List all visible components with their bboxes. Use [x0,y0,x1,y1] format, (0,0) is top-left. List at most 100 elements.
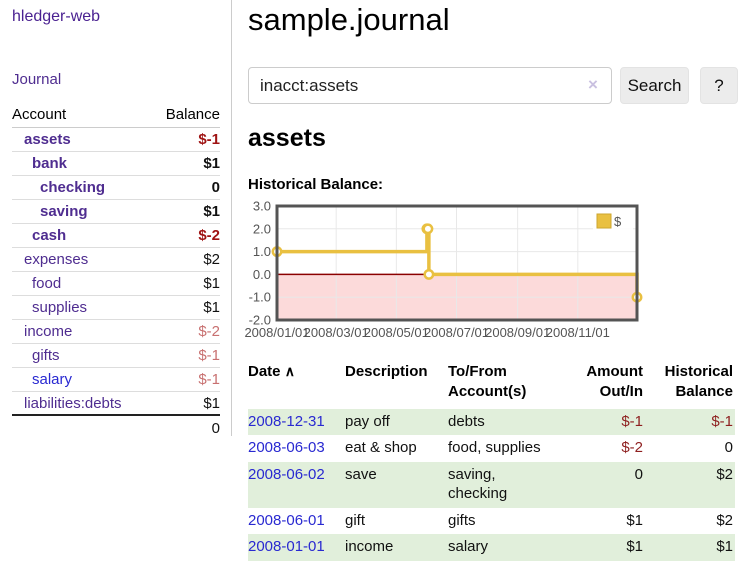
x-axis-tick-label: 2008/01/01 [244,325,309,340]
register-header-date[interactable]: Date ∧ [248,360,345,409]
account-heading: assets [248,124,326,152]
transaction-balance: $-1 [711,412,733,430]
y-axis-tick-label: 2.0 [253,221,271,236]
account-balance: $-1 [198,347,220,364]
account-link-supplies[interactable]: supplies [32,299,88,316]
transaction-amount: 0 [634,466,643,483]
account-row: bank $1 [12,152,220,176]
y-axis-tick-label: -1.0 [249,290,271,305]
legend-label: $ [614,214,622,229]
transaction-date-link[interactable]: 2008-06-02 [248,466,325,483]
transaction-description: income [345,538,394,556]
accounts-rows: assets $-1 bank $1 checking 0 saving $1 cash $-2 e… [12,128,220,416]
accounts-total-row: 0 [12,416,220,440]
page-title: sample.journal [248,2,450,37]
register-header-accounts: To/From Account(s) [448,363,527,401]
account-link-checking[interactable]: checking [40,179,106,196]
transaction-accounts: debts [448,412,485,430]
register-header-balance: Historical Balance [664,363,733,401]
sidebar [0,0,232,436]
account-row: saving $1 [12,200,220,224]
account-link-expenses[interactable]: expenses [24,251,89,268]
account-link-salary[interactable]: salary [32,371,73,388]
account-balance: $1 [203,155,220,172]
transaction-date-link[interactable]: 2008-12-31 [248,412,325,430]
account-balance: $1 [203,299,220,316]
transaction-description: pay off [345,412,390,430]
x-axis-tick-label: 2008/05/01 [364,325,429,340]
y-axis-tick-label: 0.0 [253,267,271,282]
help-button[interactable]: ? [700,67,738,104]
transaction-amount: $-2 [621,439,643,457]
register-table: Date ∧ Description To/From Account(s) Am… [248,360,735,561]
transaction-balance: $2 [716,466,733,483]
accounts-header-account: Account [12,106,67,123]
x-axis-tick-label: 2008/07/01 [424,325,489,340]
account-row: liabilities:debts $1 [12,392,220,416]
brand-link[interactable]: hledger-web [12,8,101,25]
register-header-row: Date ∧ Description To/From Account(s) Am… [248,360,735,409]
transaction-accounts: salary [448,538,489,556]
account-row: expenses $2 [12,248,220,272]
account-balance: 0 [211,179,220,196]
transaction-description: save [345,466,377,483]
accounts-header-balance: Balance [165,106,220,123]
register-header-amount: Amount Out/In [586,363,643,401]
historical-balance-chart: $3.0 2.0 1.0 0.0 -1.0 -2.0 2008/01/01 2008/03/0… [240,200,644,348]
account-link-gifts[interactable]: gifts [32,347,60,364]
x-axis-tick-label: 2008/09/01 [485,325,550,340]
search-button[interactable]: Search [620,67,689,104]
account-link-assets[interactable]: assets [24,131,71,148]
y-axis-tick-label: 1.0 [253,244,271,259]
account-balance: $1 [203,203,220,220]
register-row: 2008-06-03 eat & shop food, supplies $-2 0 [248,435,735,462]
transaction-date-link[interactable]: 2008-06-03 [248,439,325,457]
account-link-bank[interactable]: bank [32,155,68,172]
accounts-total-value: 0 [211,419,220,437]
register-header-description: Description [345,363,428,380]
transaction-amount: $-1 [621,412,643,430]
account-link-food[interactable]: food [32,275,62,292]
account-balance: $-1 [198,371,220,388]
account-row: food $1 [12,272,220,296]
transaction-description: eat & shop [345,439,417,457]
account-link-income[interactable]: income [24,323,73,340]
account-row: income $-2 [12,320,220,344]
transaction-balance: $2 [716,511,733,529]
account-link-liabilities-debts[interactable]: liabilities:debts [24,394,122,412]
account-balance: $-2 [198,323,220,340]
transaction-date-link[interactable]: 2008-06-01 [248,511,325,529]
sidebar-item-journal[interactable]: Journal [12,71,62,88]
y-axis-tick-label: 3.0 [253,200,271,214]
transaction-date-link[interactable]: 2008-01-01 [248,538,325,556]
account-row: checking 0 [12,176,220,200]
account-link-saving[interactable]: saving [40,203,88,220]
x-axis-tick-label: 2008/03/01 [304,325,369,340]
transaction-accounts: food, supplies [448,439,541,457]
clear-search-icon[interactable]: × [588,75,598,94]
transaction-description: gift [345,511,366,529]
account-balance: $1 [203,275,220,292]
transaction-accounts: saving, checking [448,466,508,502]
legend-swatch [596,213,612,229]
account-balance: $1 [203,394,220,412]
account-row: assets $-1 [12,128,220,152]
register-row: 2008-01-01 income salary $1 $1 [248,534,735,561]
account-row: cash $-2 [12,224,220,248]
transaction-accounts: gifts [448,511,476,529]
accounts-table: Account Balance assets $-1 bank $1 checking 0… [12,102,220,440]
search-input[interactable] [248,67,612,104]
transaction-balance: 0 [724,439,733,457]
search-form: × Search ? [248,67,742,105]
account-row: salary $-1 [12,368,220,392]
accounts-table-header: Account Balance [12,102,220,128]
transaction-balance: $1 [716,538,733,556]
sort-ascending-icon: ∧ [284,363,295,379]
account-balance: $-2 [198,227,220,244]
account-link-cash[interactable]: cash [32,227,67,244]
account-balance: $2 [203,251,220,268]
x-axis-tick-label: 2008/11/01 [546,325,610,340]
transaction-amount: $1 [626,511,643,529]
chart-title: Historical Balance: [248,176,384,193]
register-row: 2008-06-02 save saving, checking 0 $2 [248,462,735,508]
